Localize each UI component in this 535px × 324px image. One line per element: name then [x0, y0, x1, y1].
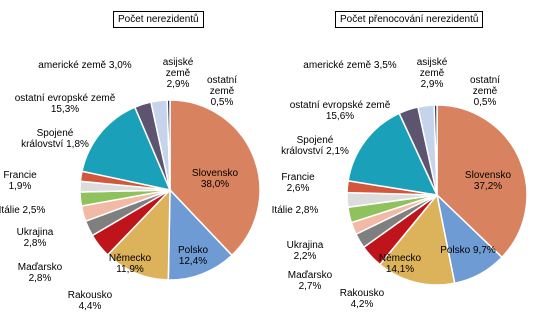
data-label: Slovensko 38,0%: [180, 168, 250, 190]
pie-slice: [106, 188, 171, 281]
category-label: Rakousko: [67, 290, 113, 301]
value-label: 4,2%: [350, 299, 374, 310]
value-label: 2,2%: [293, 251, 317, 262]
data-label: Polsko 9,7%: [438, 245, 498, 256]
data-label: Itálie 2,5%: [0, 205, 47, 216]
data-label: asijské země 2,9%: [156, 57, 201, 90]
data-label: Itálie 2,8%: [270, 205, 320, 216]
value-label: 15,3%: [50, 104, 80, 115]
category-label: Itálie: [0, 205, 20, 216]
value-label: 14,1%: [385, 264, 415, 275]
category-label: ostatní země: [469, 75, 501, 97]
data-label: ostatní evropské země 15,3%: [10, 93, 120, 115]
data-label: Spojené království 1,8%: [20, 128, 90, 150]
value-label: 0,5%: [473, 97, 497, 108]
pie-slice: [167, 188, 233, 281]
data-label: Maďarsko 2,8%: [10, 262, 70, 284]
value-label: 9,7%: [473, 245, 496, 256]
data-label: Francie 1,9%: [0, 170, 45, 192]
data-label: Francie 2,6%: [273, 172, 323, 194]
category-label: asijské země: [416, 57, 448, 79]
category-label: Francie: [3, 170, 37, 181]
value-label: 2,8%: [28, 273, 52, 284]
value-label: 2,8%: [23, 238, 47, 249]
category-label: ostatní evropské země: [289, 100, 391, 111]
category-label: Maďarsko: [287, 270, 333, 281]
value-label: 3,0%: [108, 60, 132, 71]
data-label: asijské země 2,9%: [410, 57, 455, 90]
value-label: 2,9%: [420, 79, 444, 90]
value-label: 2,9%: [166, 79, 190, 90]
category-label: ostatní evropské země: [14, 93, 116, 104]
value-label: 2,6%: [286, 183, 310, 194]
chart-title: Počet nerezidentů: [113, 11, 204, 28]
value-label: 2,1%: [326, 146, 349, 157]
category-label: Slovensko: [464, 170, 512, 181]
data-label: Ukrajina 2,2%: [275, 240, 335, 262]
category-label: Itálie: [271, 205, 293, 216]
value-label: 2,8%: [295, 205, 319, 216]
value-label: 1,8%: [66, 139, 89, 150]
data-label: americké země 3,0%: [30, 60, 140, 71]
category-label: americké země: [303, 60, 372, 71]
value-label: 1,9%: [8, 181, 32, 192]
category-label: americké země: [38, 60, 107, 71]
category-label: ostatní země: [206, 75, 238, 97]
data-label: Německo 11,9%: [100, 253, 160, 275]
pie-slice: [347, 112, 439, 196]
data-label: Maďarsko 2,7%: [280, 270, 340, 292]
pie-slice: [436, 104, 528, 259]
value-label: 37,2%: [473, 181, 503, 192]
data-label: Rakousko 4,2%: [332, 288, 392, 310]
value-label: 3,5%: [373, 60, 397, 71]
pie-slice: [433, 104, 438, 196]
value-label: 15,6%: [325, 111, 355, 122]
chart-title: Počet přenocování nerezidentů: [335, 11, 484, 28]
category-label: Rakousko: [339, 288, 385, 299]
category-label: Spojené království: [21, 128, 74, 150]
data-label: ostatní země 0,5%: [463, 75, 508, 108]
category-label: Francie: [281, 172, 315, 183]
data-label: Slovensko 37,2%: [453, 170, 523, 192]
data-label: Rakousko 4,4%: [60, 290, 120, 312]
value-label: 12,4%: [178, 256, 208, 267]
value-label: 2,5%: [22, 205, 46, 216]
category-label: Ukrajina: [16, 227, 54, 238]
category-label: Maďarsko: [17, 262, 63, 273]
pie-slice: [81, 106, 172, 192]
category-label: Slovensko: [191, 168, 239, 179]
category-label: Německo: [378, 253, 422, 264]
category-label: Ukrajina: [286, 240, 324, 251]
pie-slice: [378, 193, 456, 286]
category-label: asijské země: [162, 57, 194, 79]
data-label: Polsko 12,4%: [163, 245, 223, 267]
category-label: Německo: [108, 253, 152, 264]
data-label: Spojené království 2,1%: [280, 135, 350, 157]
data-label: Německo 14,1%: [370, 253, 430, 275]
data-label: ostatní země 0,5%: [200, 75, 245, 108]
value-label: 38,0%: [200, 179, 230, 190]
value-label: 2,7%: [298, 281, 322, 292]
category-label: Polsko: [440, 245, 471, 256]
pie-slice: [166, 99, 171, 191]
pie-slice: [169, 99, 261, 257]
value-label: 11,9%: [116, 264, 144, 275]
data-label: ostatní evropské země 15,6%: [285, 100, 395, 122]
data-label: Ukrajina 2,8%: [5, 227, 65, 249]
data-label: americké země 3,5%: [295, 60, 405, 71]
category-label: Spojené království: [281, 135, 334, 157]
category-label: Polsko: [177, 245, 208, 256]
value-label: 4,4%: [78, 301, 102, 312]
value-label: 0,5%: [210, 97, 234, 108]
